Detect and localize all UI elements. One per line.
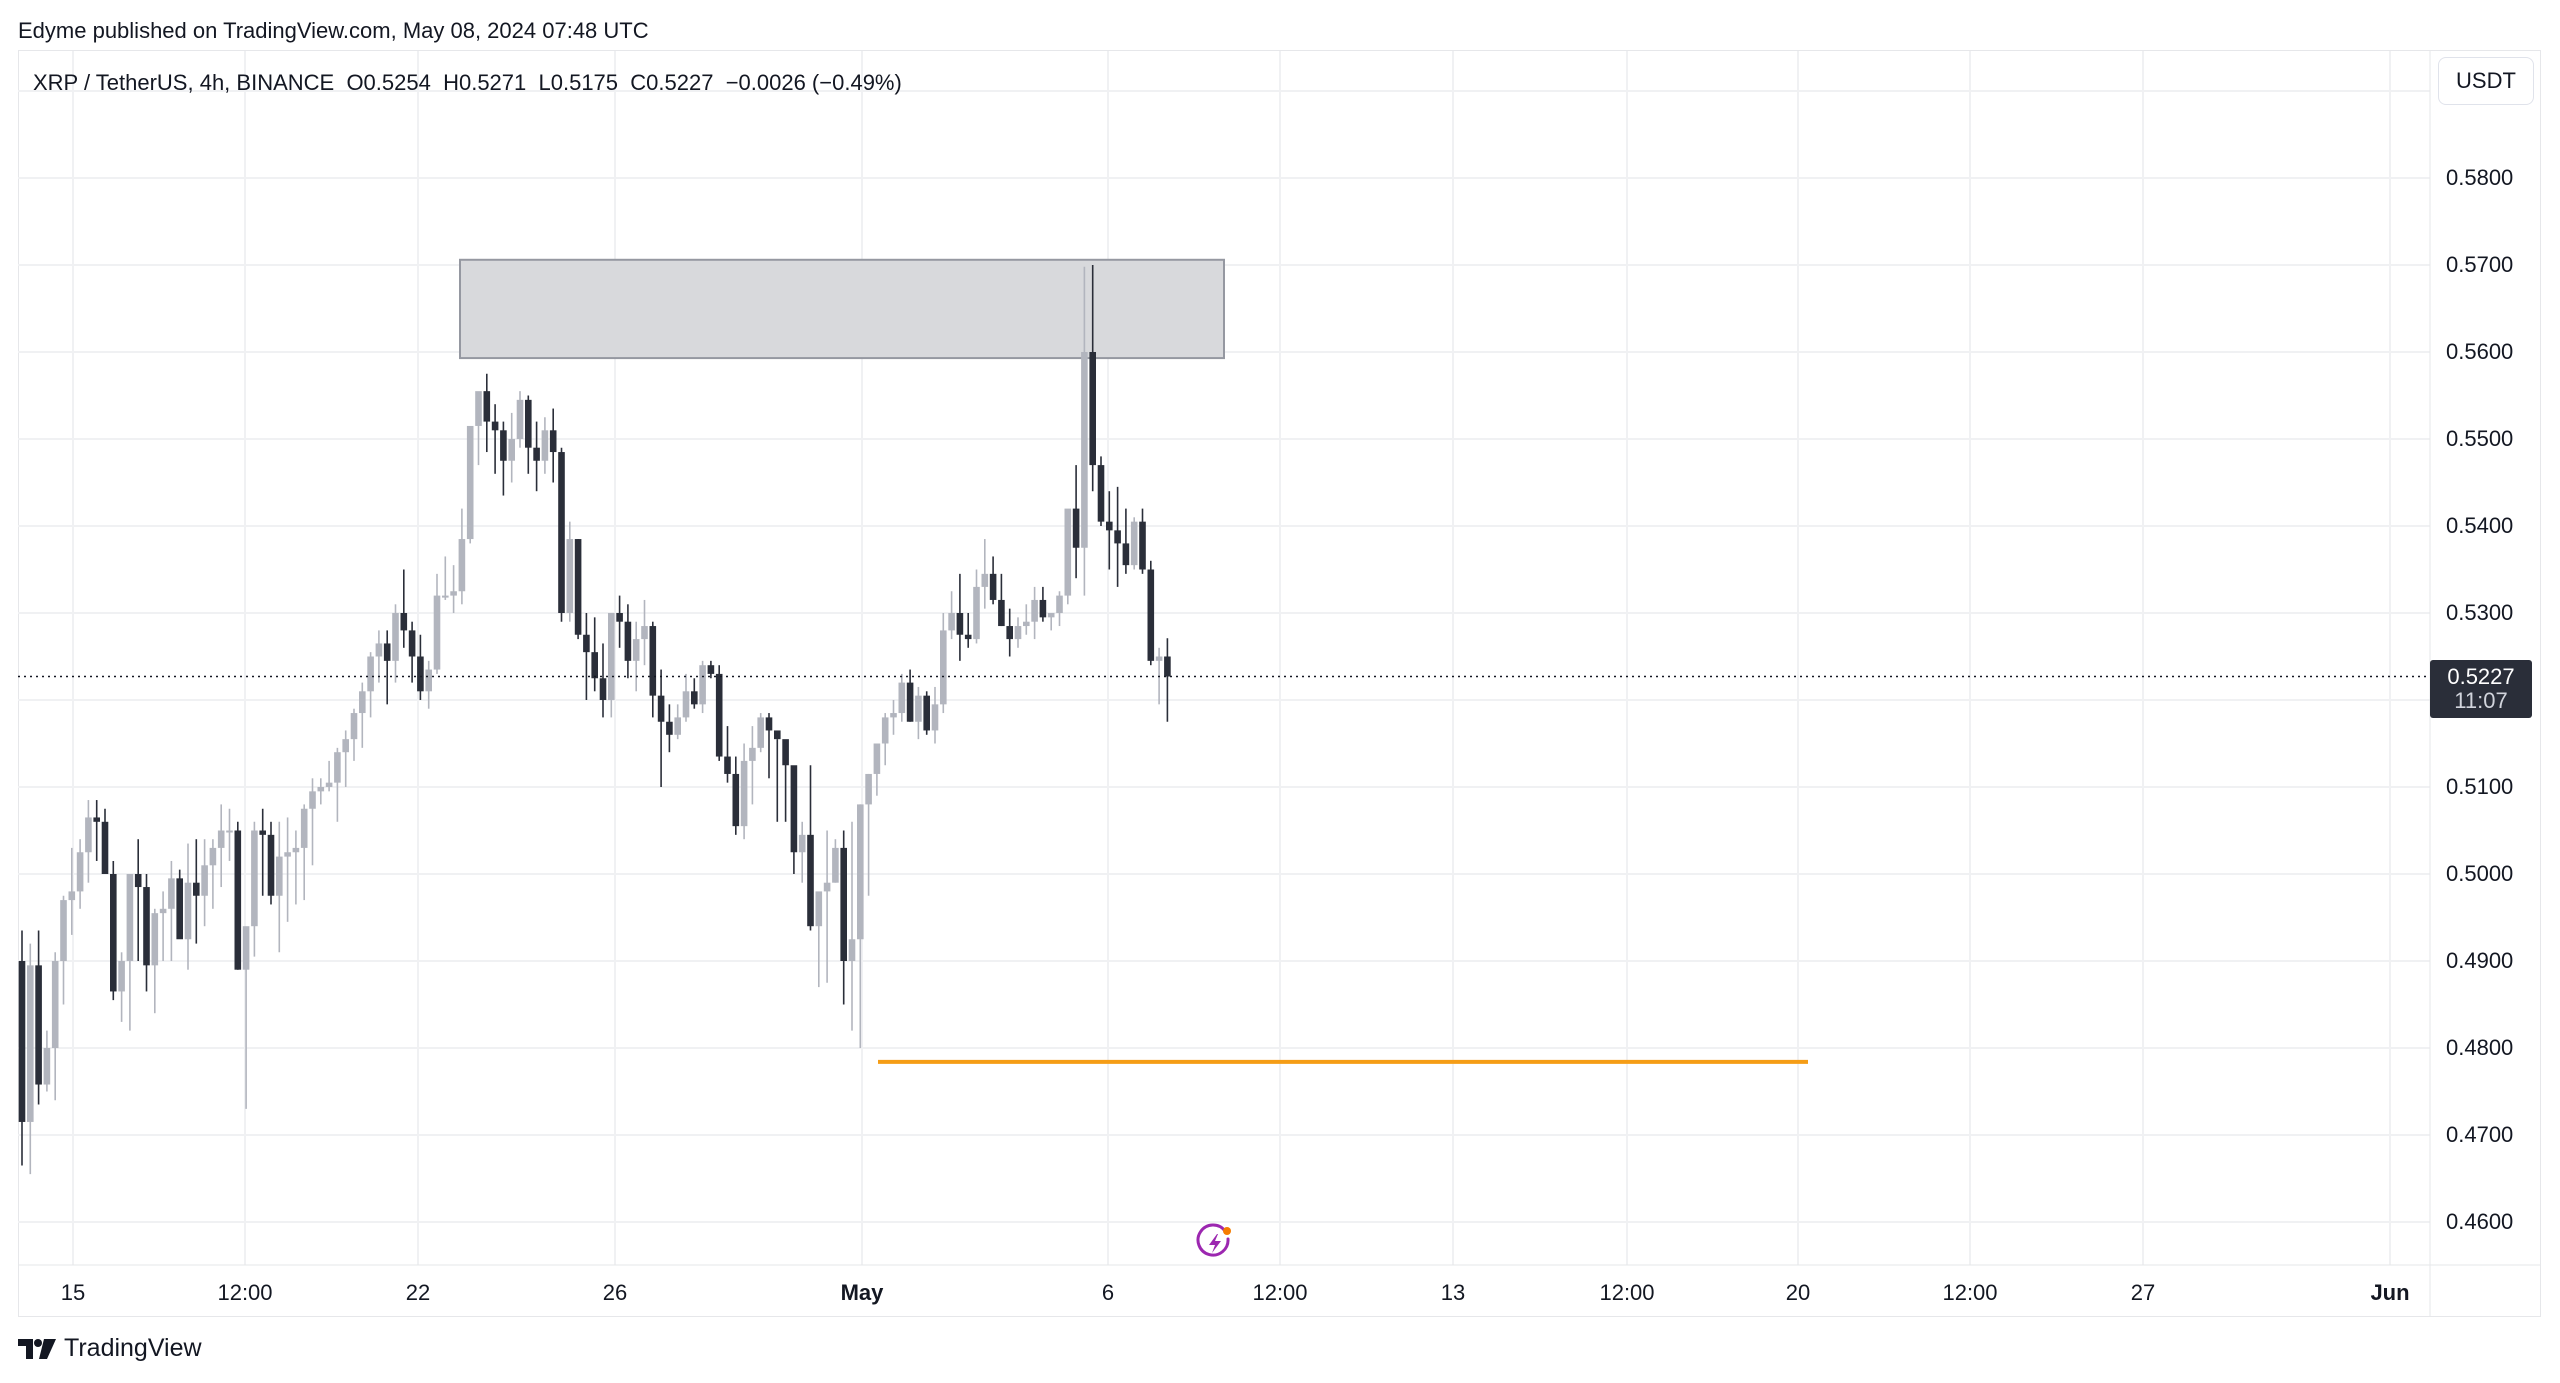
time-tick-label: 27 [2130,1280,2156,1305]
change-value: −0.0026 (−0.49%) [725,70,902,95]
last-price-tag: 0.5227 11:07 [2430,660,2532,718]
time-tick-label: 12:00 [1942,1280,1998,1305]
low-value: L0.5175 [538,70,619,95]
time-tick-label: 12:00 [1599,1280,1655,1305]
price-tick-label: 0.4600 [2446,1209,2514,1234]
time-tick-label: 12:00 [217,1280,273,1305]
price-tick-label: 0.5400 [2446,513,2514,538]
time-tick-label: 22 [405,1280,431,1305]
price-tick-label: 0.5700 [2446,252,2514,277]
price-tick-label: 0.5300 [2446,600,2514,625]
chart-frame [18,50,2541,1317]
time-tick-label: 15 [60,1280,86,1305]
symbol-label: XRP / TetherUS, 4h, BINANCE [33,70,335,95]
last-price-value: 0.5227 [2447,664,2515,689]
high-value: H0.5271 [443,70,527,95]
price-tick-label: 0.4800 [2446,1035,2514,1060]
price-tick-label: 0.5500 [2446,426,2514,451]
time-tick-label: 6 [1101,1280,1115,1305]
time-tick-label: Jun [2370,1280,2410,1305]
time-tick-label: May [840,1280,884,1305]
close-value: C0.5227 [630,70,714,95]
price-tick-label: 0.4700 [2446,1122,2514,1147]
time-tick-label: 20 [1785,1280,1811,1305]
open-value: O0.5254 [346,70,431,95]
tradingview-logo-icon [18,1338,56,1359]
publisher-line: Edyme published on TradingView.com, May … [18,18,649,43]
candles [18,265,1171,1175]
grid-lines [18,51,2541,1316]
price-tick-label: 0.5800 [2446,165,2514,190]
price-tick-label: 0.5100 [2446,774,2514,799]
time-tick-label: 13 [1440,1280,1466,1305]
currency-button[interactable]: USDT [2438,57,2534,105]
lightning-event-icon[interactable] [1195,1223,1235,1263]
price-tick-label: 0.5600 [2446,339,2514,364]
time-tick-label: 12:00 [1252,1280,1308,1305]
price-tick-label: 0.4900 [2446,948,2514,973]
brand-name: TradingView [64,1334,202,1362]
bar-countdown: 11:07 [2454,688,2508,713]
supply-zone[interactable] [459,258,1225,360]
ohlc-legend: XRP / TetherUS, 4h, BINANCE O0.5254 H0.5… [33,70,902,96]
tradingview-brand[interactable]: TradingView [18,1334,202,1363]
time-tick-label: 26 [602,1280,628,1305]
price-tick-label: 0.5000 [2446,861,2514,886]
